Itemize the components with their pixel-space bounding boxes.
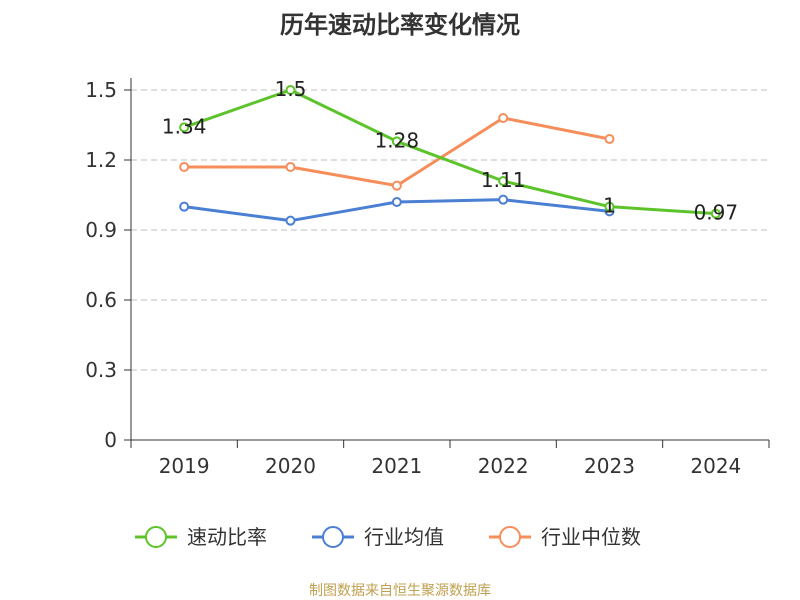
- legend-marker: [322, 526, 344, 548]
- legend-item-1[interactable]: 行业均值: [312, 525, 444, 549]
- legend[interactable]: 速动比率 行业均值 行业中位数: [135, 525, 641, 549]
- source-note: 制图数据来自恒生聚源数据库: [309, 583, 491, 599]
- data-point[interactable]: [604, 134, 615, 144]
- data-point[interactable]: [498, 194, 509, 205]
- data-point[interactable]: [498, 113, 509, 123]
- y-tick-label: 0: [104, 428, 117, 452]
- data-label: 1.5: [275, 77, 307, 101]
- x-tick-label: 2023: [584, 454, 635, 478]
- series-0: [179, 85, 721, 219]
- legend-marker: [145, 526, 167, 548]
- data-point[interactable]: [391, 197, 402, 207]
- y-tick-label: 0.9: [85, 218, 117, 242]
- y-tick-label: 1.5: [85, 78, 117, 102]
- data-point[interactable]: [179, 162, 190, 172]
- data-point[interactable]: [391, 180, 402, 191]
- series-2: [179, 113, 615, 191]
- y-tick-label: 0.6: [85, 288, 117, 312]
- data-label: 1.11: [481, 168, 526, 192]
- data-label: 1: [603, 194, 616, 218]
- series-1: [179, 194, 615, 226]
- data-point[interactable]: [391, 136, 402, 147]
- data-point[interactable]: [285, 162, 296, 172]
- data-label: 0.97: [694, 201, 739, 225]
- axes: 0 0.3 0.6 0.9 1.2 1.5 2019 2020 2021 2022 2023 2024: [85, 78, 770, 478]
- y-tick-label: 0.3: [85, 358, 117, 382]
- x-tick-label: 2020: [265, 454, 316, 478]
- legend-label: 速动比率: [187, 525, 267, 549]
- data-label: 1.34: [162, 114, 207, 138]
- data-point[interactable]: [604, 201, 615, 212]
- legend-label: 行业中位数: [541, 525, 641, 549]
- legend-label: 行业均值: [364, 525, 444, 549]
- data-label: 1.28: [375, 128, 420, 152]
- data-point[interactable]: [498, 176, 509, 186]
- data-point[interactable]: [179, 201, 190, 212]
- legend-marker: [499, 526, 521, 548]
- x-tick-label: 2022: [478, 454, 529, 478]
- x-tick-label: 2024: [690, 454, 741, 478]
- data-point[interactable]: [710, 208, 721, 219]
- series-line: [183, 88, 716, 216]
- data-labels: 1.34 1.5 1.28 1.11 1 0.97: [162, 77, 738, 225]
- legend-item-0[interactable]: 速动比率: [135, 525, 267, 549]
- legend-item-2[interactable]: 行业中位数: [489, 525, 641, 549]
- data-point[interactable]: [179, 122, 190, 133]
- data-point[interactable]: [285, 85, 296, 95]
- x-tick-label: 2021: [371, 454, 422, 478]
- x-tick-label: 2019: [159, 454, 210, 478]
- grid: [131, 89, 769, 371]
- y-tick-label: 1.2: [85, 148, 117, 172]
- chart-title: 历年速动比率变化情况: [280, 11, 520, 39]
- data-point[interactable]: [285, 215, 296, 226]
- series-lines: [179, 85, 721, 226]
